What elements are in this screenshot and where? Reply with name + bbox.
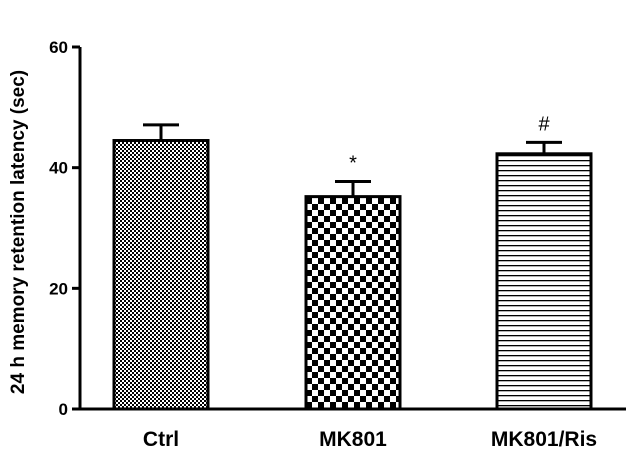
bar-mk801-ris	[495, 152, 593, 411]
y-tick-label: 60	[49, 38, 68, 57]
category-label: Ctrl	[143, 428, 179, 451]
category-label: MK801/Ris	[491, 428, 597, 451]
significance-marker: *	[349, 153, 357, 175]
significance-marker: #	[538, 113, 550, 135]
category-labels: Ctrl MK801 MK801/Ris	[143, 428, 597, 451]
y-ticks: 0 20 40 60	[49, 38, 80, 419]
category-label: MK801	[319, 428, 387, 451]
bars: *#	[112, 113, 593, 411]
bar-mk801	[304, 195, 402, 411]
y-tick-label: 20	[49, 279, 68, 298]
bar-ctrl	[112, 139, 210, 411]
y-tick-label: 40	[49, 159, 68, 178]
y-tick-label: 0	[59, 400, 68, 419]
y-axis-label: 24 h memory retention latency (sec)	[8, 70, 29, 394]
